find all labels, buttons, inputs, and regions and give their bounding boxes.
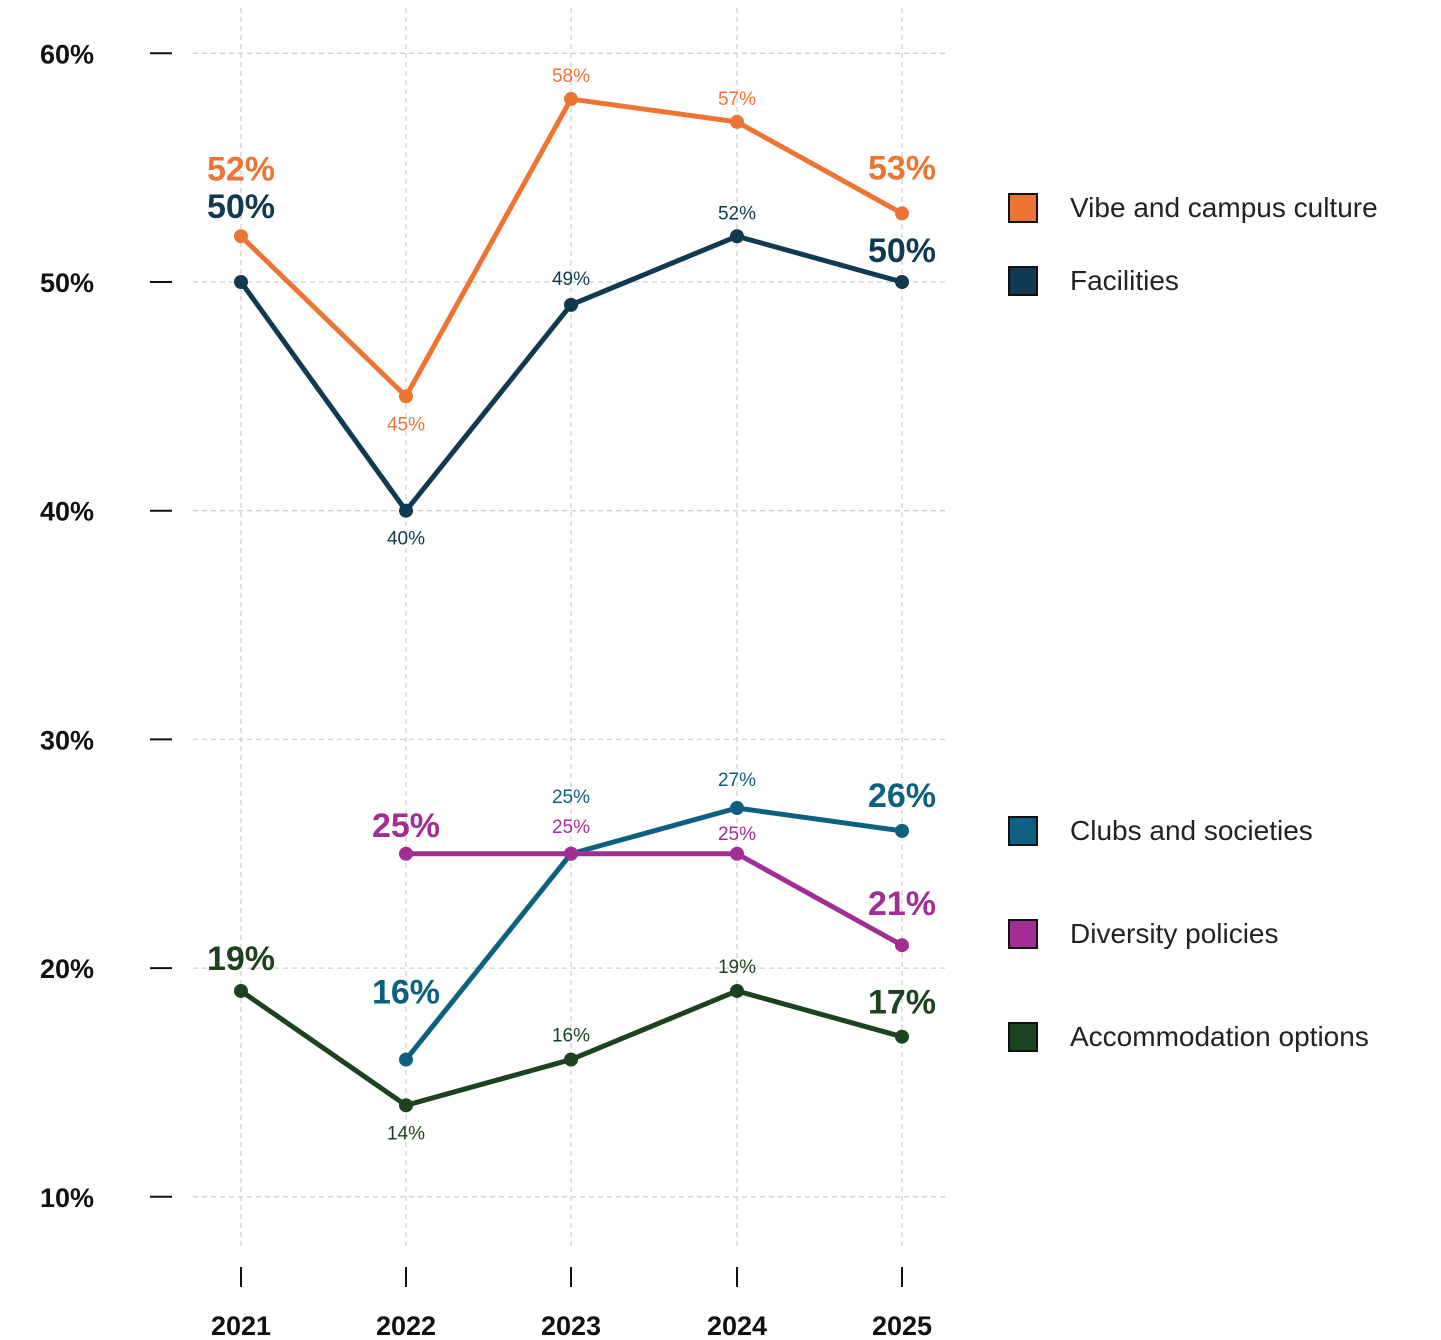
data-label: 17% xyxy=(868,984,936,1022)
data-point xyxy=(234,275,248,289)
data-label: 16% xyxy=(372,974,440,1012)
axes: 10% 20% 30% 40% 50% 60% 2021 2022 2023 2024 2025 xyxy=(40,39,932,1340)
series-line xyxy=(403,805,905,1063)
data-point xyxy=(730,983,744,998)
data-label: 14% xyxy=(387,1123,425,1144)
series-line xyxy=(403,851,905,948)
data-label: 19% xyxy=(718,957,756,978)
y-tick-label: 20% xyxy=(40,954,94,984)
data-point xyxy=(730,801,744,816)
data-point xyxy=(895,206,909,221)
data-label: 26% xyxy=(868,777,936,815)
data-point xyxy=(895,275,909,289)
data-label: 52% xyxy=(207,150,275,188)
data-point xyxy=(730,229,744,244)
series xyxy=(234,92,909,1113)
legend-item-clubs: Clubs and societies xyxy=(1008,815,1313,847)
y-tick-label: 60% xyxy=(40,39,94,69)
y-tick-label: 40% xyxy=(40,497,94,527)
data-label: 19% xyxy=(207,940,275,978)
data-point xyxy=(234,229,248,244)
data-point xyxy=(399,389,413,404)
data-label: 53% xyxy=(868,149,936,187)
legend-item-vibe: Vibe and campus culture xyxy=(1008,192,1378,224)
legend-label: Facilities xyxy=(1070,265,1179,296)
data-label: 58% xyxy=(552,66,590,87)
legend-item-diversity: Diversity policies xyxy=(1008,918,1279,950)
data-labels: 52%45%58%57%53%50%40%49%52%50%16%25%27% 2… xyxy=(207,66,936,1144)
data-label: 45% xyxy=(387,414,425,435)
legend-swatch xyxy=(1008,266,1038,296)
data-point xyxy=(730,846,744,861)
data-label: 25% xyxy=(718,824,756,845)
data-label: 21% xyxy=(868,885,936,923)
data-label: 49% xyxy=(552,269,590,290)
legend-label: Vibe and campus culture xyxy=(1070,192,1378,223)
y-tick-label: 30% xyxy=(40,725,94,755)
x-tick-label: 2023 xyxy=(541,1311,601,1340)
data-label: 25% xyxy=(552,817,590,838)
data-point xyxy=(895,823,909,838)
x-tick-label: 2021 xyxy=(211,1311,271,1340)
data-point xyxy=(564,1052,578,1067)
data-point xyxy=(399,1098,413,1113)
data-point xyxy=(564,92,578,107)
series-facilities xyxy=(234,229,909,518)
legend-label: Diversity policies xyxy=(1070,918,1279,949)
data-point xyxy=(564,297,578,312)
series-accommodation-options xyxy=(234,983,909,1113)
x-tick-label: 2022 xyxy=(376,1311,436,1340)
legend-swatch xyxy=(1008,193,1038,223)
data-point xyxy=(895,1029,909,1044)
x-tick-label: 2024 xyxy=(707,1311,767,1340)
legend-item-accommodation: Accommodation options xyxy=(1008,1021,1369,1053)
legend-label: Accommodation options xyxy=(1070,1021,1369,1052)
data-label: 50% xyxy=(207,188,275,226)
data-label: 25% xyxy=(372,807,440,845)
data-point xyxy=(399,1052,413,1067)
data-label: 52% xyxy=(718,203,756,224)
legend-item-facilities: Facilities xyxy=(1008,265,1179,297)
data-label: 50% xyxy=(868,232,936,270)
y-tick-label: 50% xyxy=(40,268,94,298)
data-label: 57% xyxy=(718,89,756,110)
data-label: 40% xyxy=(387,529,425,550)
x-tick-label: 2025 xyxy=(872,1311,932,1340)
y-tick-label: 10% xyxy=(40,1183,94,1213)
data-point xyxy=(564,846,578,861)
legend-swatch xyxy=(1008,816,1038,846)
series-diversity-policies xyxy=(399,846,909,953)
legend-label: Clubs and societies xyxy=(1070,815,1313,846)
legend-swatch xyxy=(1008,1022,1038,1052)
data-label: 27% xyxy=(718,770,756,791)
legend-swatch xyxy=(1008,919,1038,949)
series-vibe-and-campus-culture xyxy=(234,92,909,404)
data-point xyxy=(895,938,909,953)
data-label: 16% xyxy=(552,1026,590,1047)
data-label: 25% xyxy=(552,787,590,808)
data-point xyxy=(399,846,413,861)
data-point xyxy=(399,503,413,518)
data-point xyxy=(730,114,744,129)
data-point xyxy=(234,983,248,998)
